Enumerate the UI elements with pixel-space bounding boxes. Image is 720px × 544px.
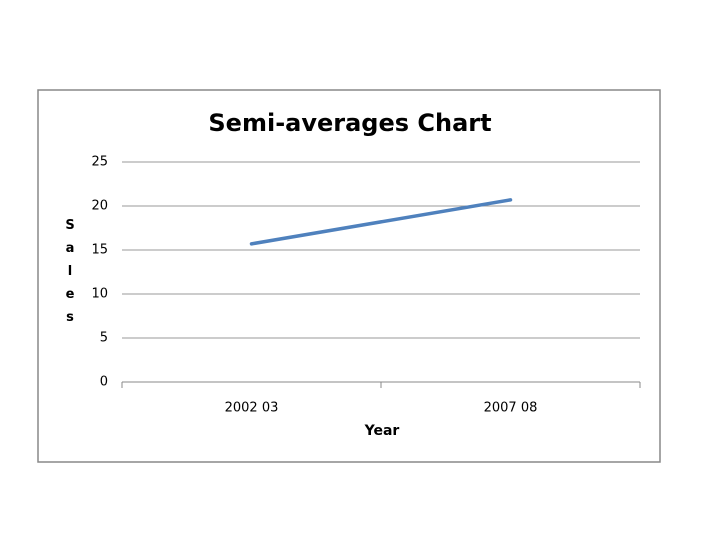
y-tick-label: 0 [100,375,108,390]
y-tick-label: 10 [91,287,108,302]
y-axis-label: Sales [63,218,78,333]
x-tick-label: 2007 08 [484,401,538,416]
y-tick-label: 15 [91,243,108,258]
data-line [249,198,513,246]
y-tick-label: 20 [91,199,108,214]
y-tick-label: 5 [100,331,108,346]
x-tick-label: 2002 03 [225,401,279,416]
chart-frame [37,89,661,463]
chart-title: Semi-averages Chart [208,109,491,137]
y-tick-label: 25 [91,155,108,170]
x-axis-label: Year [364,423,400,439]
